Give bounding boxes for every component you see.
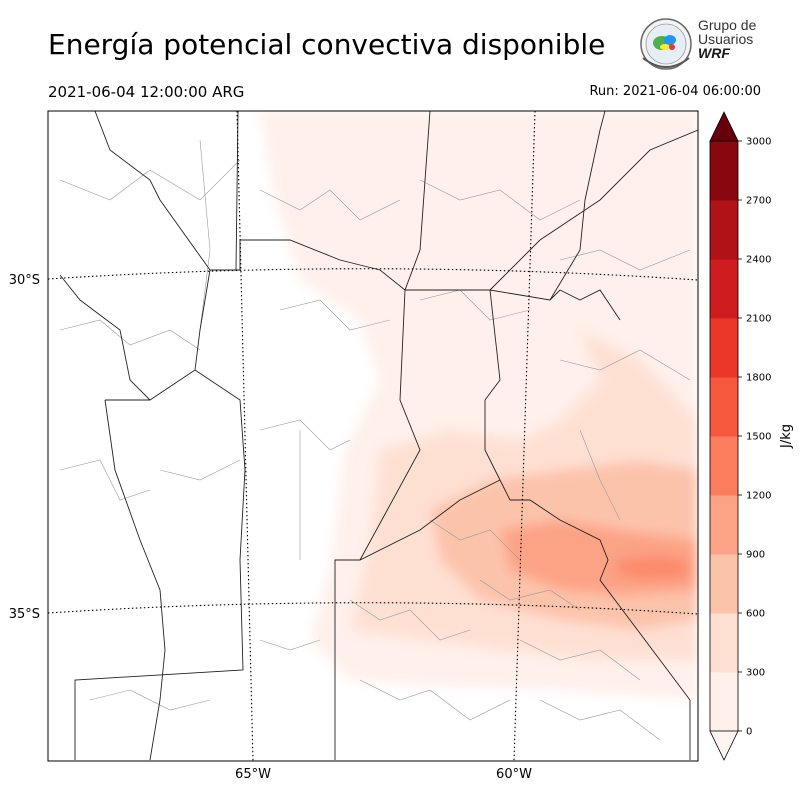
colorbar-tick-label: 2700 [746, 196, 771, 207]
colorbar-swatch [710, 141, 738, 201]
colorbar-extend-max [709, 111, 739, 142]
logo-line-3: WRF [698, 45, 730, 61]
colorbar-swatch [710, 554, 738, 614]
wrf-logo: Grupo de Usuarios WRF [638, 16, 758, 74]
colorbar-extend-min [709, 730, 739, 761]
province-boundaries [59, 111, 698, 761]
valid-time: 2021-06-04 12:00:00 ARG [48, 83, 245, 101]
run-time: Run: 2021-06-04 06:00:00 [589, 84, 761, 99]
colorbar-tick-label: 300 [746, 668, 765, 679]
colorbar-tick-label: 600 [746, 609, 765, 620]
colorbar-tick-label: 1200 [746, 491, 771, 502]
globe-icon [640, 18, 692, 70]
colorbar-tick-label: 3000 [746, 137, 771, 148]
colorbar-swatch [710, 495, 738, 555]
parallel-30s [48, 268, 698, 281]
cape-shading [260, 111, 698, 700]
colorbar-tick-label: 1500 [746, 432, 771, 443]
cape-band-1200-1500 [615, 555, 690, 580]
lon-label-60w: 60°W [496, 767, 532, 782]
colorbar-swatch [710, 613, 738, 673]
lat-label-30s: 30°S [9, 273, 40, 288]
colorbar-tick-label: 900 [746, 550, 765, 561]
graticule [48, 111, 698, 761]
colorbar-tick-label: 0 [746, 727, 752, 738]
colorbar-tick-label: 2400 [746, 255, 771, 266]
parallel-35s [48, 602, 698, 615]
logo-line-1: Grupo de [698, 17, 757, 33]
colorbar-label: J/kg [779, 424, 794, 449]
colorbar-swatch [710, 259, 738, 319]
colorbar: 0 300 600 900 1200 1500 1800 2100 2400 2700 3000 J… [709, 111, 794, 761]
colorbar-swatch [710, 377, 738, 437]
colorbar-tick-label: 2100 [746, 314, 771, 325]
meridian-60w [513, 111, 536, 761]
meridian-65w [236, 111, 254, 761]
map-title: Energía potencial convectiva disponible [48, 28, 606, 61]
map-frame [47, 110, 699, 762]
colorbar-tick-label: 1800 [746, 373, 771, 384]
lon-label-65w: 65°W [235, 767, 271, 782]
lat-label-35s: 35°S [9, 607, 40, 622]
colorbar-swatch [710, 672, 738, 732]
colorbar-swatch [710, 318, 738, 378]
colorbar-swatch [710, 436, 738, 496]
department-boundaries [59, 139, 691, 741]
colorbar-swatch [710, 200, 738, 260]
logo-line-2: Usuarios [698, 31, 754, 47]
